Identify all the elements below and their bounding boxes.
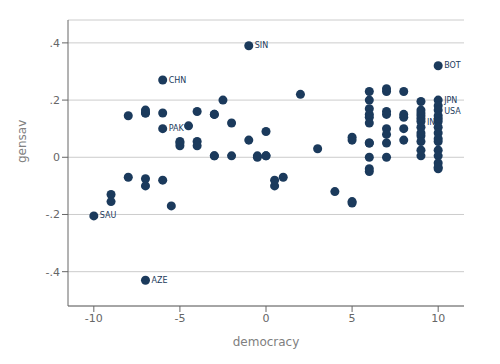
svg-text:SIN: SIN: [255, 41, 268, 50]
svg-text:SAU: SAU: [100, 211, 117, 220]
svg-text:democracy: democracy: [233, 335, 300, 349]
svg-text:CHN: CHN: [169, 76, 187, 85]
svg-text:10: 10: [431, 312, 445, 325]
svg-text:gensav: gensav: [15, 120, 29, 163]
svg-text:AZE: AZE: [151, 276, 167, 285]
svg-text:-.2: -.2: [46, 208, 60, 221]
svg-text:IND: IND: [427, 118, 442, 127]
svg-text:BOT: BOT: [444, 61, 461, 70]
svg-text:0: 0: [53, 151, 60, 164]
svg-text:-10: -10: [85, 312, 103, 325]
svg-text:JPN: JPN: [443, 96, 457, 105]
svg-text:-5: -5: [174, 312, 185, 325]
svg-text:5: 5: [349, 312, 356, 325]
svg-text:.2: .2: [50, 94, 61, 107]
svg-text:PAK: PAK: [169, 124, 185, 133]
svg-text:-.4: -.4: [46, 266, 60, 279]
svg-text:.4: .4: [50, 37, 61, 50]
svg-text:USA: USA: [444, 107, 461, 116]
svg-text:0: 0: [263, 312, 270, 325]
